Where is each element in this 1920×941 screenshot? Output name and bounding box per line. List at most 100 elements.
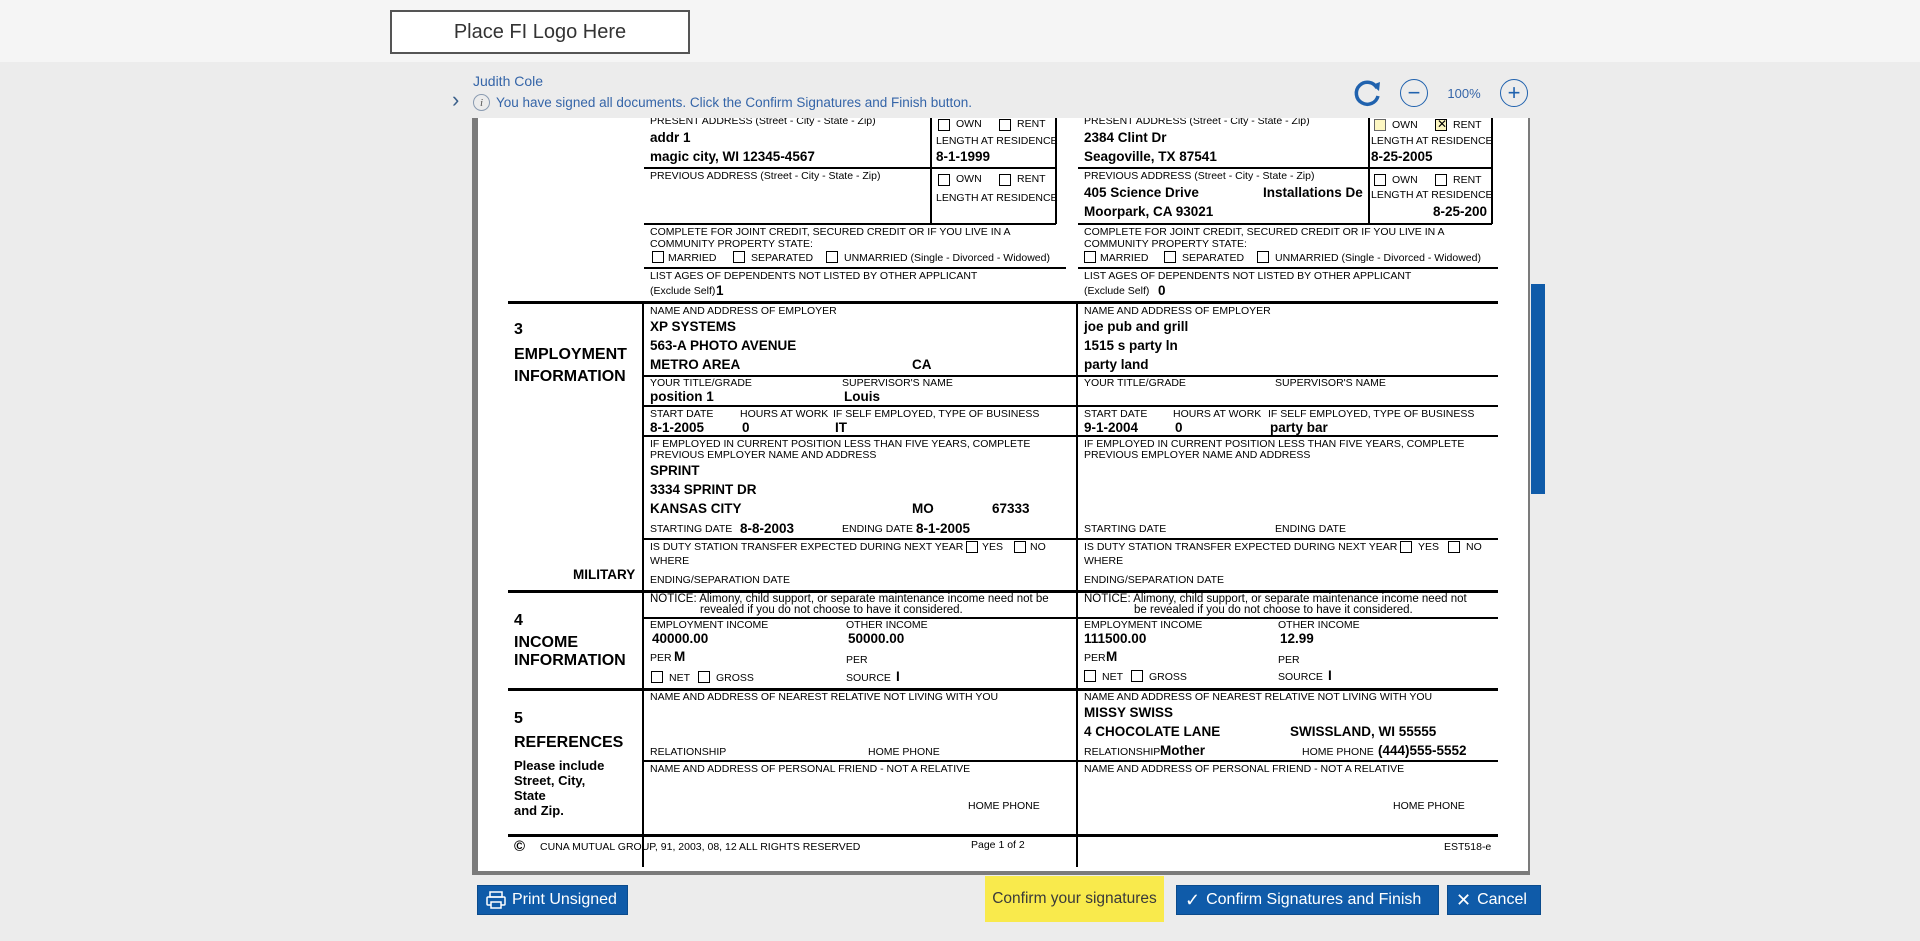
left-prev-own-checkbox: [938, 174, 950, 186]
left-emp-income-label: EMPLOYMENT INCOME: [650, 619, 769, 631]
left-prev-emp-label-2: PREVIOUS EMPLOYER NAME AND ADDRESS: [650, 449, 877, 461]
left-hours-value: 0: [742, 420, 750, 435]
minus-icon: −: [1407, 80, 1421, 105]
left-per-value: M: [674, 649, 686, 664]
right-starting-date-label: STARTING DATE: [1084, 523, 1167, 535]
left-business-value: IT: [835, 420, 847, 435]
left-present-address-line1: addr 1: [650, 130, 691, 145]
right-present-address-line1: 2384 Clint Dr: [1084, 130, 1167, 145]
left-employer-label: NAME AND ADDRESS OF EMPLOYER: [650, 305, 837, 317]
income-section-title-1: INCOME: [514, 634, 578, 651]
left-starting-date-value: 8-8-2003: [740, 521, 795, 536]
left-other-income-value: 50000.00: [848, 631, 905, 646]
left-present-address-line2: magic city, WI 12345-4567: [650, 149, 815, 164]
logo-placeholder: Place FI Logo Here: [390, 10, 690, 54]
refresh-icon[interactable]: [1350, 76, 1384, 110]
print-unsigned-button[interactable]: Print Unsigned: [477, 885, 628, 915]
right-notice-1: NOTICE: Alimony, child support, or separ…: [1084, 593, 1467, 605]
zoom-out-button[interactable]: −: [1400, 79, 1428, 107]
zoom-in-button[interactable]: +: [1500, 79, 1528, 107]
left-employer-1: XP SYSTEMS: [650, 319, 737, 334]
left-friend-label: NAME AND ADDRESS OF PERSONAL FRIEND - NO…: [650, 763, 971, 775]
left-per2-label: PER: [846, 654, 868, 666]
left-gross-checkbox: [698, 671, 710, 683]
expand-chevron-icon[interactable]: ›: [452, 87, 460, 112]
document-viewer[interactable]: PRESENT ADDRESS (Street - City - State -…: [472, 118, 1530, 875]
right-unmarried-checkbox: [1257, 251, 1269, 263]
right-net-label: NET: [1102, 671, 1123, 683]
right-previous-address-line2: Moorpark, CA 93021: [1084, 204, 1214, 219]
left-ending-date-label: ENDING DATE: [842, 523, 913, 535]
right-employer-2: 1515 s party ln: [1084, 338, 1178, 353]
printer-icon: [486, 891, 506, 909]
left-length-label: LENGTH AT RESIDENCE: [936, 135, 1058, 147]
right-business-value: party bar: [1270, 420, 1328, 435]
left-title-value: position 1: [650, 389, 714, 404]
left-start-date-label: START DATE: [650, 408, 714, 420]
left-separated-checkbox: [733, 251, 745, 263]
left-duty-no-label: NO: [1030, 541, 1046, 553]
left-duty-yes-checkbox: [966, 541, 978, 553]
left-starting-date-label: STARTING DATE: [650, 523, 733, 535]
cancel-label: Cancel: [1477, 891, 1527, 908]
right-friend-phone-label: HOME PHONE: [1393, 800, 1465, 812]
left-emp-income-value: 40000.00: [652, 631, 709, 646]
right-previous-length: 8-25-200: [1433, 204, 1488, 219]
left-employer-state: CA: [912, 357, 932, 372]
right-relative-city: SWISSLAND, WI 55555: [1290, 724, 1437, 739]
left-prev-rent-label: RENT: [1017, 173, 1046, 185]
left-ending-date-value: 8-1-2005: [916, 521, 971, 536]
right-duty-yes-label: YES: [1418, 541, 1440, 553]
left-where-label: WHERE: [650, 555, 690, 567]
left-unmarried-checkbox: [826, 251, 838, 263]
document-scrollbar[interactable]: [1531, 284, 1545, 494]
military-label: MILITARY: [573, 567, 636, 582]
cancel-button[interactable]: ✕ Cancel: [1447, 885, 1541, 915]
left-prev-rent-checkbox: [999, 174, 1011, 186]
right-length-label: LENGTH AT RESIDENCE: [1371, 135, 1493, 147]
left-per-label: PER: [650, 652, 672, 664]
right-separation-label: ENDING/SEPARATION DATE: [1084, 574, 1225, 586]
left-gross-label: GROSS: [716, 672, 754, 684]
right-emp-income-label: EMPLOYMENT INCOME: [1084, 619, 1203, 631]
right-duty-yes-checkbox: [1400, 541, 1412, 553]
left-rent-checkbox: [999, 119, 1011, 131]
right-relative-1: MISSY SWISS: [1084, 705, 1174, 720]
left-own-label: OWN: [956, 118, 982, 130]
confirm-signatures-button[interactable]: ✓ Confirm Signatures and Finish: [1176, 885, 1439, 915]
left-prev-emp-2: 3334 SPRINT DR: [650, 482, 757, 497]
confirm-signatures-hint: Confirm your signatures: [985, 876, 1164, 922]
left-relationship-label: RELATIONSHIP: [650, 746, 727, 758]
right-self-employed-label: IF SELF EMPLOYED, TYPE OF BUSINESS: [1268, 408, 1475, 420]
left-previous-address-label: PREVIOUS ADDRESS (Street - City - State …: [650, 170, 881, 182]
references-section-number: 5: [514, 710, 523, 727]
right-previous-address-line1: 405 Science Drive: [1084, 185, 1199, 200]
right-supervisor-label: SUPERVISOR'S NAME: [1275, 377, 1386, 389]
left-exclude-self: (Exclude Self): [650, 285, 716, 297]
right-exclude-self: (Exclude Self): [1084, 285, 1150, 297]
top-bar: Place FI Logo Here: [0, 0, 1920, 62]
right-duty-label: IS DUTY STATION TRANSFER EXPECTED DURING…: [1084, 541, 1398, 553]
right-prev-emp-label-1: IF EMPLOYED IN CURRENT POSITION LESS THA…: [1084, 438, 1465, 450]
right-hours-value: 0: [1175, 420, 1183, 435]
right-gross-checkbox: [1131, 670, 1143, 682]
right-duty-no-label: NO: [1466, 541, 1482, 553]
references-note-3: State: [514, 788, 546, 803]
right-hours-label: HOURS AT WORK: [1173, 408, 1262, 420]
right-home-phone-label: HOME PHONE: [1302, 746, 1374, 758]
left-hours-label: HOURS AT WORK: [740, 408, 829, 420]
left-friend-phone-label: HOME PHONE: [968, 800, 1040, 812]
right-separated-checkbox: [1164, 251, 1176, 263]
employment-section-number: 3: [514, 321, 523, 338]
left-notice-1: NOTICE: Alimony, child support, or separ…: [650, 593, 1049, 605]
employment-section-title-2: INFORMATION: [514, 368, 626, 385]
plus-icon: +: [1507, 80, 1521, 105]
right-duty-no-checkbox: [1448, 541, 1460, 553]
right-other-income-value: 12.99: [1280, 631, 1314, 646]
confirm-signatures-label: Confirm Signatures and Finish: [1206, 891, 1422, 908]
right-dependents-value: 0: [1158, 283, 1166, 298]
left-other-income-label: OTHER INCOME: [846, 619, 928, 631]
right-rent-checkbox: [1435, 118, 1448, 131]
income-section-title-2: INFORMATION: [514, 652, 626, 669]
left-self-employed-label: IF SELF EMPLOYED, TYPE OF BUSINESS: [833, 408, 1040, 420]
